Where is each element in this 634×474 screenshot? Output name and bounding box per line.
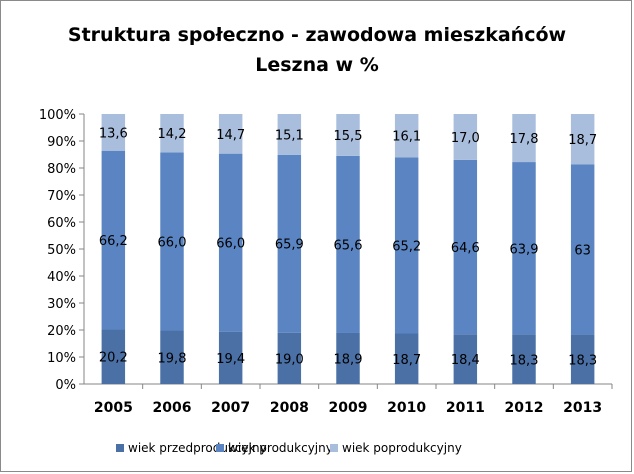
y-tick-label: 30% [47,297,76,312]
bar-segment [277,154,302,333]
bar-segment [453,334,478,384]
data-label: 20,2 [99,351,128,366]
bar-segment [336,332,360,384]
y-tick-label: 50% [47,243,76,258]
data-label: 18,3 [510,353,539,368]
data-label: 65,2 [392,239,421,254]
bar-segment [218,114,243,154]
x-tick-label: 2013 [563,400,602,416]
y-tick-label: 100% [39,108,76,123]
data-label: 14,7 [216,128,245,143]
data-label: 66,0 [158,235,187,250]
y-tick-label: 20% [47,324,76,339]
bar-segment [160,114,184,153]
data-label: 63,9 [510,242,539,257]
data-label: 15,1 [275,128,304,143]
data-label: 18,7 [568,133,597,148]
legend-label: wiek przedprodukcyjny [128,441,267,455]
data-label: 66,2 [99,234,128,249]
bar-segment [101,329,126,384]
bar-segment [277,114,302,155]
legend-swatch [330,444,338,452]
bar-segment [453,159,478,335]
data-label: 17,0 [451,131,480,146]
data-label: 19,0 [275,352,304,367]
bar-segment [394,333,419,384]
bar-segment [512,334,536,384]
data-label: 18,9 [334,352,363,367]
data-label: 18,7 [392,353,421,368]
x-tick-label: 2012 [505,400,544,416]
bar-segment [277,332,302,384]
bar-segment [160,330,184,384]
bar-segment [218,153,243,332]
data-label: 16,1 [392,130,421,145]
bar-segment [160,152,184,331]
y-tick-label: 70% [47,189,76,204]
data-label: 13,6 [99,126,128,141]
bar-segment [570,114,595,165]
y-tick-label: 60% [47,216,76,231]
data-label: 15,5 [334,129,363,144]
bar-segment [394,114,419,158]
legend-label: wiek produkcyjny [228,441,333,455]
legend-label: wiek poprodukcyjny [342,441,462,455]
bar-segment [512,162,536,335]
data-label: 18,3 [568,353,597,368]
data-label: 64,6 [451,241,480,256]
data-label: 66,0 [216,237,245,252]
bar-segment [218,331,243,384]
bar-segment [570,164,595,335]
y-tick-label: 80% [47,162,76,177]
x-tick-label: 2011 [446,400,485,416]
chart-title-line2: Leszna w % [255,54,379,76]
x-tick-label: 2007 [211,400,250,416]
bar-segment [101,114,126,151]
legend-swatch [216,444,224,452]
data-label: 19,4 [216,352,245,367]
x-tick-label: 2006 [153,400,192,416]
legend-swatch [116,444,124,452]
y-tick-label: 40% [47,270,76,285]
bar-segment [101,150,126,330]
data-label: 65,9 [275,238,304,253]
y-tick-label: 10% [47,351,76,366]
bar-segment [394,157,419,334]
data-label: 65,6 [334,238,363,253]
bar-segment [453,114,478,160]
data-label: 17,8 [510,132,539,147]
chart-title-line1: Struktura społeczno - zawodowa mieszkańc… [67,24,567,46]
y-tick-label: 90% [47,135,76,150]
x-tick-label: 2010 [387,400,426,416]
bar-segment [570,334,595,384]
data-label: 63 [574,244,591,259]
bar-segment [512,114,536,163]
data-label: 19,8 [158,351,187,366]
x-tick-label: 2008 [270,400,309,416]
data-label: 14,2 [158,127,187,142]
y-tick-label: 0% [55,378,76,393]
bar-segment [336,155,360,333]
data-label: 18,4 [451,353,480,368]
x-tick-label: 2005 [94,400,133,416]
x-tick-label: 2009 [329,400,368,416]
bar-segment [336,114,360,156]
